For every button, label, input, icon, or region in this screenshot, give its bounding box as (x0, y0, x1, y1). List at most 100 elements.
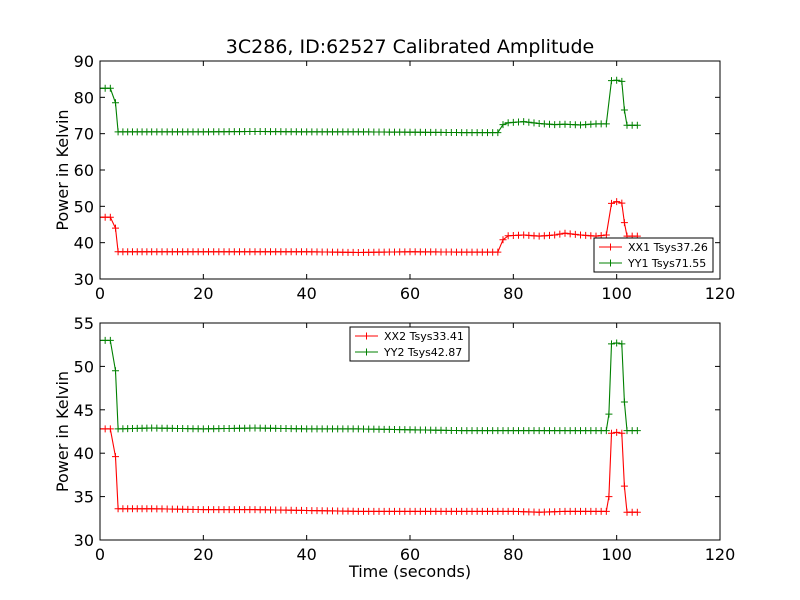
x-tick-label: 20 (193, 284, 213, 303)
data-point-marker (106, 336, 114, 344)
x-tick-label: 0 (95, 284, 105, 303)
y-tick-label: 35 (74, 488, 94, 507)
x-tick-label: 100 (601, 284, 632, 303)
series-markers-2 (100, 76, 641, 137)
y-tick-label: 40 (74, 444, 94, 463)
y-tick-label: 45 (74, 401, 94, 420)
data-point-marker (106, 425, 114, 433)
x-tick-label: 80 (503, 284, 523, 303)
y-tick-label: 30 (74, 531, 94, 550)
x-axis-label: Time (seconds) (348, 562, 471, 581)
x-tick-label: 20 (193, 545, 213, 564)
data-point-marker (613, 76, 621, 84)
data-point-marker (605, 493, 613, 501)
data-point-marker (551, 231, 559, 239)
legend-box (593, 237, 714, 273)
data-point-marker (613, 198, 621, 206)
data-point-marker (566, 230, 574, 238)
x-tick-label: 120 (705, 284, 736, 303)
data-point-marker (106, 213, 114, 221)
legend-box (349, 326, 470, 362)
data-point-marker (602, 427, 610, 435)
legend-label: YY2 Tsys42.87 (383, 346, 462, 359)
legend-swatch-marker (363, 348, 370, 356)
data-point-marker (602, 231, 610, 239)
data-point-marker (608, 199, 615, 207)
legend-swatch-marker (363, 332, 370, 340)
data-point-marker (608, 429, 615, 437)
plot-area (100, 336, 641, 516)
legend: XX1 Tsys37.26 YY1 Tsys71.55 (593, 237, 714, 273)
data-point-marker (618, 199, 626, 207)
y-tick-label: 30 (74, 270, 94, 289)
legend: XX2 Tsys33.41 YY2 Tsys42.87 (349, 326, 470, 362)
data-point-marker (618, 429, 626, 437)
data-point-marker (633, 121, 641, 129)
legend-swatch-marker (607, 259, 614, 267)
legend-label: XX2 Tsys33.41 (384, 330, 464, 343)
plot-panel-2: 0 20 40 60 80 100 120 30 35 40 45 50 55 Power in Kelv… (53, 314, 735, 564)
data-point-marker (561, 229, 569, 237)
y-axis-label: Power in Kelvin (53, 371, 72, 492)
data-point-marker (520, 118, 528, 126)
data-point-marker (494, 248, 502, 256)
y-axis-label: Power in Kelvin (53, 109, 72, 230)
data-point-marker (608, 340, 615, 348)
data-point-marker (633, 508, 641, 516)
y-tick-label: 50 (74, 357, 94, 376)
x-tick-label: 40 (296, 284, 316, 303)
y-tick-label: 90 (74, 52, 94, 71)
data-point-marker (620, 106, 628, 114)
y-tick-label: 50 (74, 197, 94, 216)
x-tick-label: 60 (400, 545, 420, 564)
data-point-marker (602, 120, 610, 128)
data-point-marker (633, 427, 641, 435)
y-tick-label: 80 (74, 88, 94, 107)
data-point-marker (106, 84, 114, 92)
data-point-marker (620, 398, 628, 406)
data-point-marker (112, 367, 119, 375)
axes-frame (99, 60, 721, 280)
series-markers-2 (100, 336, 641, 435)
axes-frame (99, 322, 721, 541)
data-point-marker (556, 230, 564, 238)
data-point-marker (112, 99, 119, 107)
plot-panels: 0 20 40 60 80 100 120 30 40 50 60 70 80 90 Power in Ke… (53, 52, 735, 564)
series-markers-1 (100, 425, 641, 516)
data-point-marker (618, 77, 626, 85)
data-point-marker (112, 453, 119, 461)
legend-swatch-marker (607, 243, 614, 251)
data-point-marker (499, 121, 507, 129)
data-point-marker (530, 119, 538, 127)
chart-title: 3C286, ID:62527 Calibrated Amplitude (226, 36, 594, 58)
y-tick-label: 70 (74, 125, 94, 144)
data-point-marker (618, 340, 626, 348)
data-point-marker (613, 339, 621, 347)
data-point-marker (494, 129, 502, 137)
data-point-marker (571, 230, 579, 238)
data-point-marker (525, 118, 533, 126)
legend-label: XX1 Tsys37.26 (628, 241, 708, 254)
y-tick-label: 40 (74, 234, 94, 253)
data-point-marker (620, 219, 628, 227)
data-point-marker (499, 236, 507, 244)
data-point-marker (605, 410, 613, 418)
y-tick-label: 60 (74, 161, 94, 180)
plot-panel-1: 0 20 40 60 80 100 120 30 40 50 60 70 80 90 Power in Ke… (53, 52, 735, 303)
data-point-marker (112, 224, 119, 232)
legend-label: YY1 Tsys71.55 (627, 257, 706, 270)
data-point-marker (613, 428, 621, 436)
x-tick-label: 40 (296, 545, 316, 564)
data-point-marker (620, 482, 628, 490)
y-tick-label: 55 (74, 314, 94, 333)
series-markers-1 (100, 198, 641, 256)
plot-area (100, 76, 641, 256)
x-tick-label: 60 (400, 284, 420, 303)
x-tick-label: 100 (601, 545, 632, 564)
x-tick-label: 120 (705, 545, 736, 564)
data-point-marker (602, 507, 610, 515)
x-tick-label: 80 (503, 545, 523, 564)
x-tick-label: 0 (95, 545, 105, 564)
